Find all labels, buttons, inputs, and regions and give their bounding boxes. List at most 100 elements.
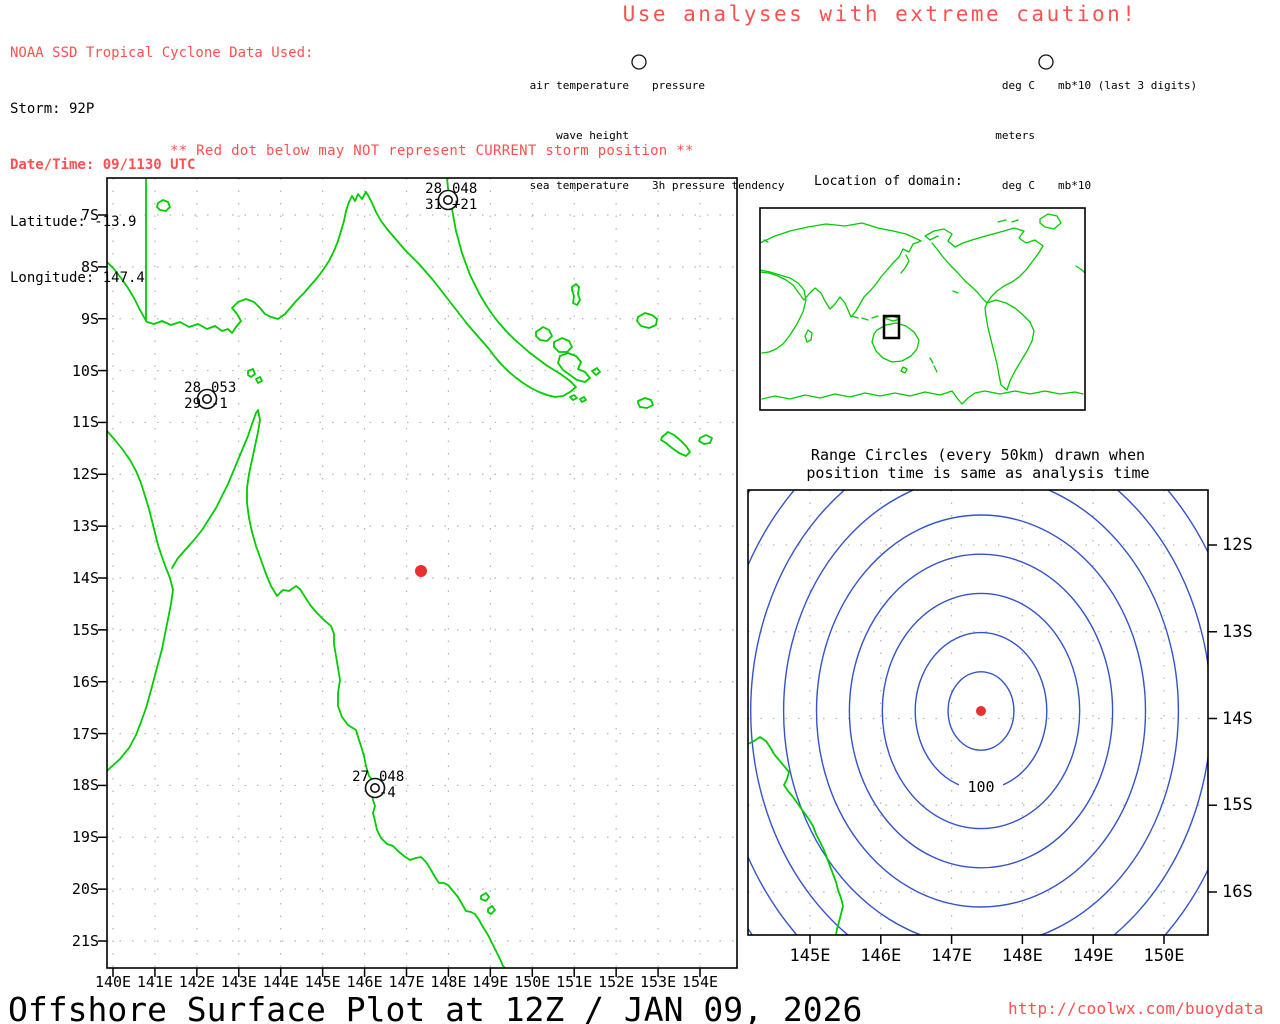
storm-position-warning: ** Red dot below may NOT represent CURRE…: [170, 143, 694, 159]
station-pressure: 048: [379, 769, 405, 785]
footer-url: http://coolwx.com/buoydata: [1008, 999, 1264, 1018]
range-circles: [748, 490, 1208, 935]
legend-units-left: deg C meters deg C: [980, 42, 1035, 231]
main-map-lon-label: 154E: [681, 973, 719, 991]
legend-unit-degc-sea: deg C: [1001, 179, 1035, 193]
south-america-outline: [984, 299, 1035, 391]
new-zealand-outline: [933, 365, 938, 373]
main-map-lat-label: 11S: [71, 413, 99, 432]
arctic-islands-outline: [1011, 219, 1019, 223]
caution-banner: Use analyses with extreme caution!: [622, 2, 1138, 26]
island: [591, 367, 601, 376]
main-map-lon-label: 145E: [304, 973, 341, 991]
antarctica-outline: [761, 390, 1084, 405]
station-plot-circles: [196, 189, 459, 799]
range-map-title-line1: Range Circles (every 50km) drawn when: [810, 446, 1146, 464]
island: [156, 199, 171, 212]
range-map-lat-label: 16S: [1222, 882, 1253, 902]
legend-unit-meters: meters: [995, 129, 1035, 143]
range-map-coastline: [748, 736, 844, 935]
queensland-coastline: [171, 409, 506, 968]
station-sea-temp: 29: [184, 396, 201, 412]
gulf-carpentaria-coastline: [107, 430, 174, 772]
island: [636, 312, 658, 329]
island: [660, 431, 691, 457]
station-pressure: 053: [211, 380, 237, 396]
info-source-line: NOAA SSD Tropical Cyclone Data Used:: [10, 44, 314, 61]
main-map-lon-label: 152E: [598, 973, 635, 991]
footer-title: Offshore Surface Plot at 12Z / JAN 09, 2…: [8, 990, 863, 1024]
info-storm-line: Storm: 92P: [10, 101, 95, 117]
main-map-gridlines: [107, 178, 737, 968]
range-map-lon-label: 149E: [1072, 946, 1114, 966]
island: [571, 283, 581, 306]
north-america-outline: [924, 227, 1044, 304]
legend-unit-mb-pressure: mb*10 (last 3 digits): [1058, 78, 1198, 92]
storm-center-dot: [976, 706, 986, 716]
station-air-temp: 28: [184, 380, 201, 396]
station-pressure: 048: [452, 181, 478, 197]
station-model-circle-icon: [631, 54, 647, 70]
legend-pressure-tendency: 3h pressure tendency: [652, 179, 785, 193]
island: [487, 905, 496, 915]
eurasia-outline: [760, 222, 922, 318]
range-map-lon-label: 145E: [789, 946, 831, 966]
range-map-frame: [747, 489, 1209, 936]
range-circle-label: 100: [959, 778, 1003, 797]
station-pressure-tendency: -1: [211, 396, 228, 412]
main-map-lon-label: 140E: [94, 973, 132, 991]
station-model-circle-icon: [1038, 54, 1054, 70]
legend-spacer: [652, 130, 784, 143]
main-map-lat-label: 17S: [71, 724, 99, 743]
main-map-lat-label: 20S: [71, 880, 99, 899]
main-map-coastlines: [107, 178, 713, 968]
main-map-lat-label: 9S: [80, 309, 99, 328]
main-map-lon-label: 153E: [640, 973, 677, 991]
storm-info-block: NOAA SSD Tropical Cyclone Data Used: Sto…: [10, 6, 313, 325]
island: [553, 337, 573, 353]
main-map-axis-ticks: [98, 214, 701, 977]
legend-unit-degc-air: deg C: [1001, 78, 1035, 92]
main-map-lat-label: 15S: [71, 620, 99, 639]
range-map-lat-label: 14S: [1222, 708, 1253, 729]
station-pressure-tendency: -4: [379, 785, 396, 801]
main-map-lat-label: 14S: [71, 569, 99, 587]
range-map-lon-label: 148E: [1001, 946, 1043, 966]
africa-outline: [760, 269, 807, 354]
station-sea-temp: 31: [425, 197, 442, 213]
main-map-lat-label: 7S: [80, 206, 99, 224]
main-map-lat-label: 12S: [71, 465, 99, 484]
main-map-lat-label: 16S: [71, 672, 99, 691]
main-map-lat-label: 18S: [71, 776, 99, 795]
main-map-lon-label: 147E: [388, 973, 425, 991]
main-map-lon-label: 148E: [430, 973, 467, 991]
arctic-islands-outline: [997, 219, 1007, 223]
main-map-lat-label: 21S: [71, 932, 99, 950]
main-map-lon-label: 144E: [262, 973, 299, 991]
legend-sea-temperature: sea temperature: [529, 179, 629, 193]
new-zealand-outline: [929, 357, 934, 364]
range-map-axis-ticks: [809, 544, 1217, 944]
range-map-title-line2: position time is same as analysis time: [806, 464, 1150, 482]
island: [535, 326, 553, 342]
island: [579, 396, 587, 403]
station-pressure-tendency: +21: [452, 197, 478, 213]
new-guinea-coastline: [107, 178, 577, 398]
main-map-lon-label: 151E: [556, 973, 593, 991]
main-map-lat-label: 10S: [71, 361, 99, 380]
japan-outline: [900, 254, 910, 274]
greenland-outline: [1039, 213, 1062, 230]
storm-position-dot: [415, 565, 427, 577]
madagascar-outline: [804, 329, 813, 343]
range-map-lat-label: 12S: [1222, 535, 1253, 555]
indonesia-outline: [851, 315, 859, 319]
main-map-lon-label: 150E: [514, 973, 551, 991]
main-map-lat-label: 19S: [71, 828, 99, 847]
island: [480, 892, 490, 902]
island: [698, 434, 713, 445]
main-map-lon-label: 141E: [136, 973, 173, 991]
main-map-lon-label: 142E: [178, 973, 215, 991]
station-air-temp: 27: [352, 769, 369, 785]
hawaii-outline: [952, 290, 959, 294]
